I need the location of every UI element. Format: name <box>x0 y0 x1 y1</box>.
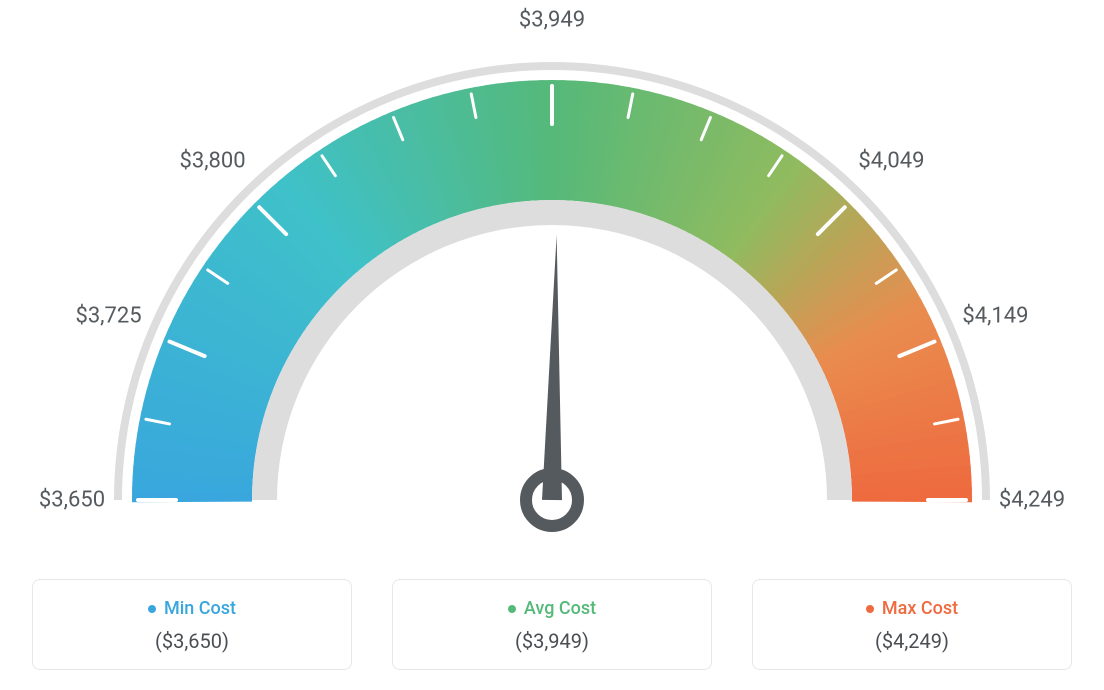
legend-title-text-min: Min Cost <box>164 598 236 619</box>
gauge-tick-label: $3,949 <box>519 8 585 33</box>
legend-title-avg: Avg Cost <box>508 598 596 619</box>
legend-dot-avg <box>508 605 516 613</box>
gauge-tick-label: $4,149 <box>962 304 1028 329</box>
legend-value-max: ($4,249) <box>763 629 1061 653</box>
legend-dot-min <box>148 605 156 613</box>
gauge-chart: $3,650 $3,725 $3,800 $3,949 $4,049 $4,149 $4,2… <box>0 0 1104 540</box>
gauge-tick-label: $3,800 <box>180 148 246 173</box>
legend-value-min: ($3,650) <box>43 629 341 653</box>
legend-title-min: Min Cost <box>148 598 236 619</box>
legend-value-avg: ($3,949) <box>403 629 701 653</box>
legend-card-avg: Avg Cost ($3,949) <box>392 579 712 671</box>
legend-row: Min Cost ($3,650) Avg Cost ($3,949) Max … <box>0 579 1104 671</box>
legend-dot-max <box>866 605 874 613</box>
legend-title-text-max: Max Cost <box>882 598 958 619</box>
legend-title-text-avg: Avg Cost <box>524 598 596 619</box>
legend-card-min: Min Cost ($3,650) <box>32 579 352 671</box>
legend-title-max: Max Cost <box>866 598 958 619</box>
gauge-tick-label: $3,650 <box>39 488 105 513</box>
gauge-tick-label: $4,249 <box>999 488 1065 513</box>
gauge-svg <box>0 0 1104 540</box>
gauge-tick-label: $4,049 <box>858 148 924 173</box>
gauge-tick-label: $3,725 <box>75 304 141 329</box>
legend-card-max: Max Cost ($4,249) <box>752 579 1072 671</box>
